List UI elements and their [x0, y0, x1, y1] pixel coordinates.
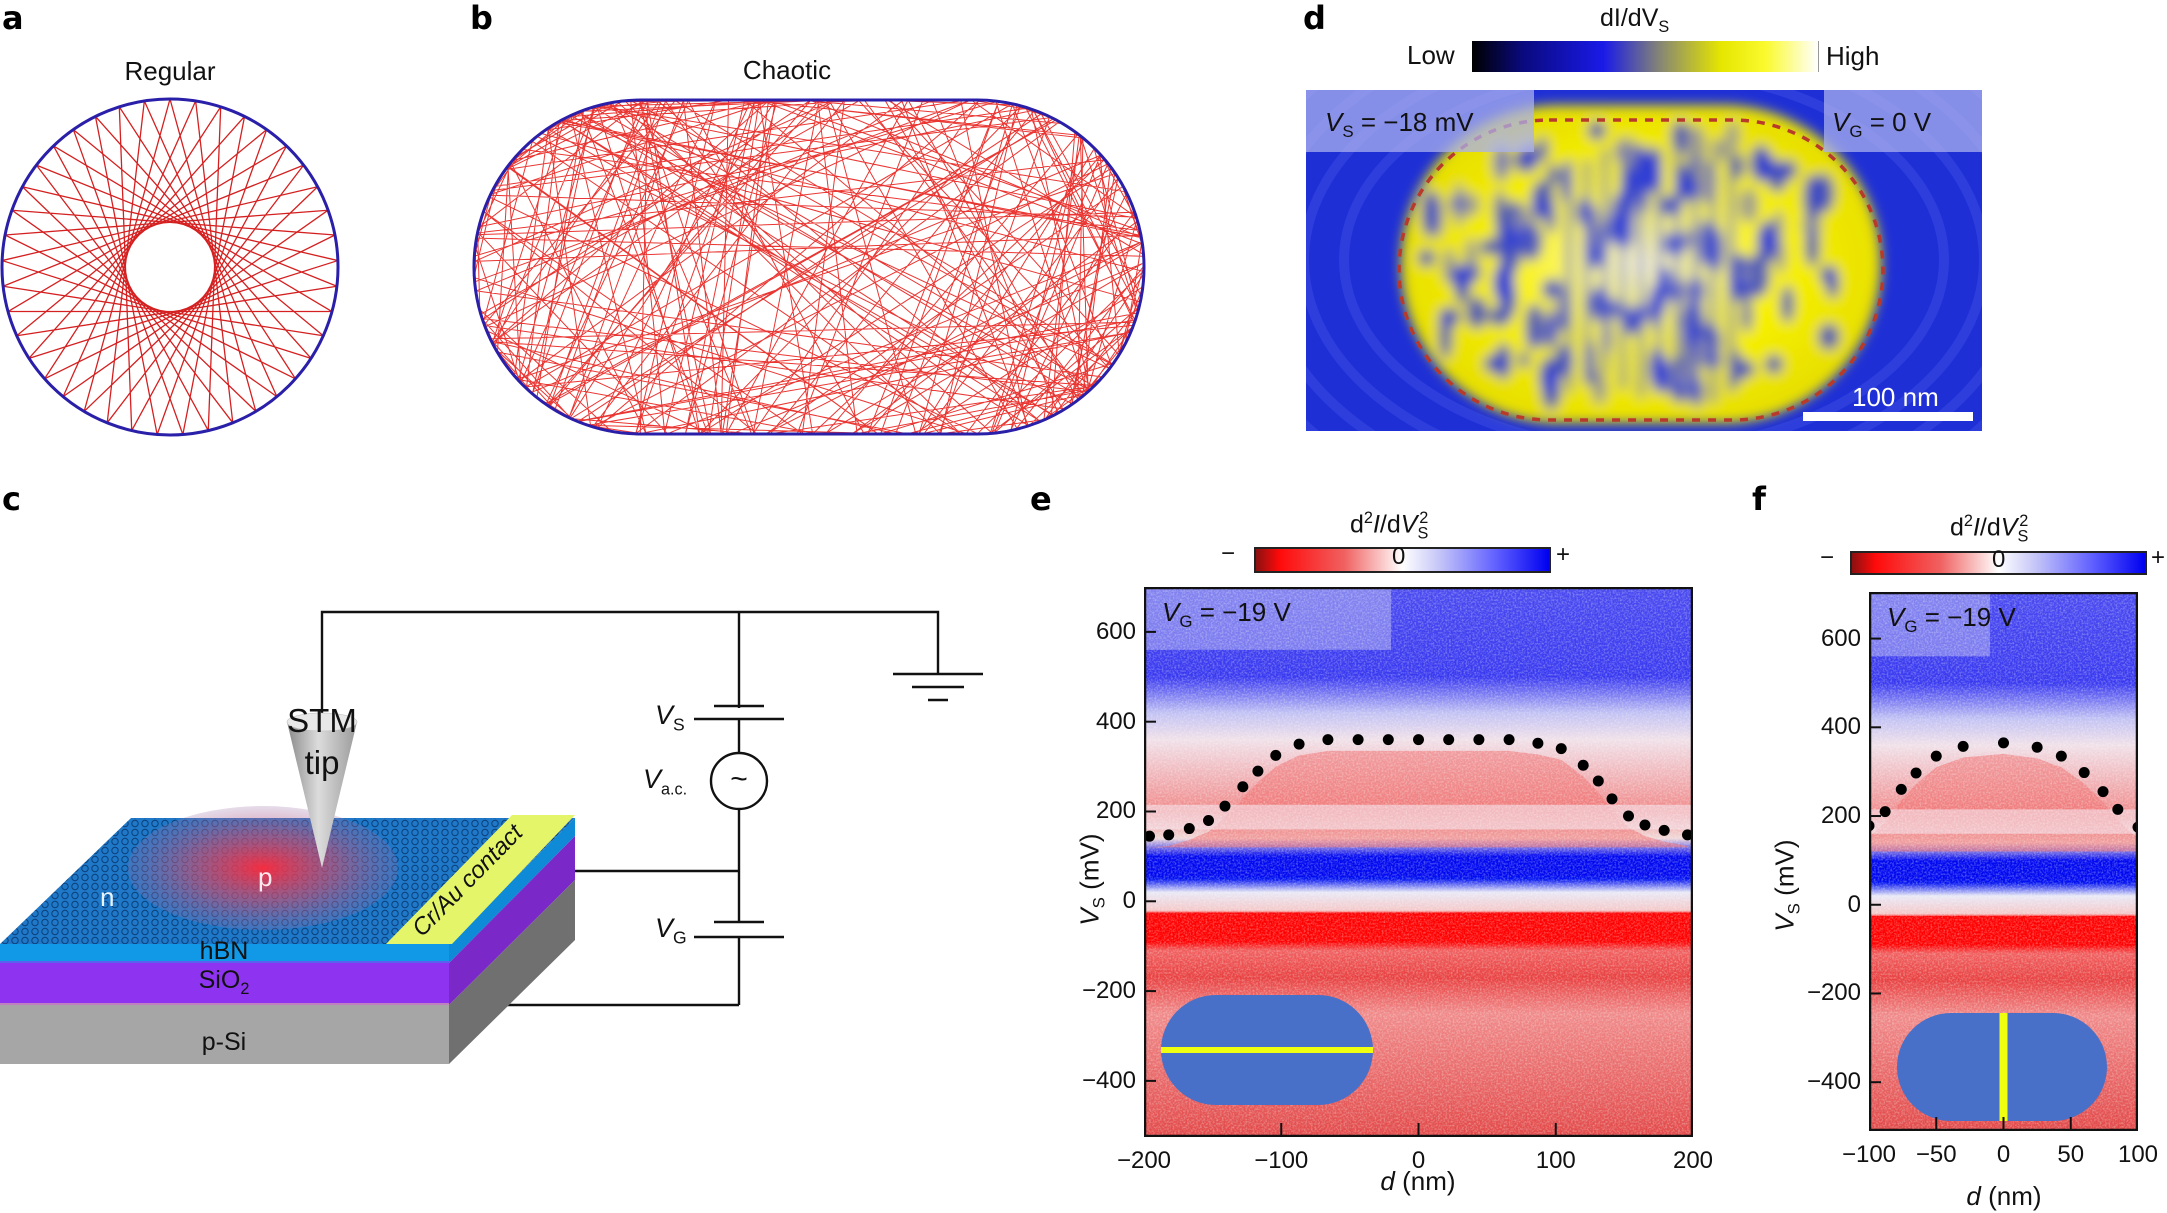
f-colorbar [1850, 551, 2147, 575]
f-ytick: 600 [1820, 624, 1861, 652]
e-ytick: −200 [1081, 977, 1136, 1005]
e-ylabel: VS (mV) [1074, 833, 1109, 926]
ac-source-icon: ~ [730, 762, 748, 796]
e-colorbar-plus: + [1556, 541, 1571, 568]
d-colorbar-high: High [1826, 41, 1880, 71]
scalebar-label: 100 nm [1852, 382, 1939, 412]
stm-tip-label: STM tip [287, 702, 357, 781]
f-ytick: 200 [1820, 802, 1861, 830]
stm-tip [287, 722, 357, 868]
scalebar [1803, 412, 1973, 421]
f-ytick: −400 [1806, 1068, 1861, 1096]
vg-label: VG [655, 913, 687, 948]
e-xtick: 200 [1672, 1147, 1714, 1174]
e-heatmap [1144, 587, 1693, 1137]
panel-a-title: Regular [124, 56, 216, 86]
d-colorbar [1472, 41, 1819, 72]
stm-device-schematic [0, 610, 983, 1064]
f-colorbar-plus: + [2151, 544, 2166, 571]
f-ylabel: VS (mV) [1769, 839, 1804, 932]
e-xtick: −100 [1254, 1147, 1309, 1174]
sio2-label: SiO2 [198, 966, 250, 998]
chaotic-stadium-billiard [472, 98, 1146, 436]
panel-c-label: c [2, 480, 21, 518]
panel-b-title: Chaotic [742, 55, 832, 85]
f-vg-annotation: VG = −19 V [1887, 602, 2016, 637]
e-colorbar-zero: 0 [1392, 543, 1406, 570]
vac-label: Va.c. [643, 764, 688, 799]
e-vg-annotation: VG = −19 V [1162, 597, 1291, 632]
e-colorbar-minus: − [1221, 540, 1236, 567]
hbn-label: hBN [199, 937, 249, 965]
didv-map [1306, 90, 1982, 431]
d-vg-annotation: VG = 0 V [1832, 107, 1932, 142]
f-colorbar-title: d2I/dVS2 [1950, 512, 2029, 546]
psi-label: p-Si [201, 1028, 247, 1056]
cr-au-contact [386, 815, 575, 944]
e-xtick: −200 [1116, 1147, 1172, 1174]
f-colorbar-zero: 0 [1992, 546, 2006, 573]
d-vs-annotation: VS = −18 mV [1325, 107, 1474, 142]
sio2-layer [0, 963, 449, 1005]
e-xtick: 100 [1535, 1147, 1576, 1174]
p-region-label: p [258, 862, 273, 892]
f-ytick: 400 [1820, 713, 1861, 741]
e-ytick: 600 [1095, 617, 1136, 645]
psi-layer [0, 1005, 449, 1064]
e-ytick: −400 [1081, 1066, 1136, 1094]
f-ytick: −200 [1806, 979, 1861, 1007]
f-colorbar-minus: − [1820, 544, 1835, 571]
f-xtick: 0 [1996, 1141, 2011, 1168]
f-heatmap [1869, 592, 2138, 1131]
e-ytick: 0 [1122, 887, 1136, 915]
f-ytick: 0 [1847, 890, 1861, 918]
e-ytick: 400 [1095, 707, 1136, 735]
panel-f-label: f [1752, 480, 1766, 518]
n-region-label: n [100, 882, 115, 912]
f-xtick: 50 [2057, 1141, 2085, 1168]
e-xlabel: d (nm) [1380, 1166, 1456, 1196]
hbn-layer [0, 944, 449, 963]
f-xtick: −50 [1915, 1141, 1957, 1168]
e-colorbar [1254, 547, 1551, 573]
panel-a-label: a [2, 0, 24, 37]
d-colorbar-low: Low [1407, 40, 1455, 70]
f-xtick: 100 [2117, 1141, 2159, 1168]
f-xtick: −100 [1841, 1141, 1897, 1168]
regular-circle-billiard [0, 97, 340, 437]
panel-e-label: e [1030, 480, 1052, 518]
e-xtick: 0 [1411, 1147, 1426, 1174]
e-colorbar-title: d2I/dVS2 [1350, 509, 1429, 543]
d-colorbar-title: dI/dVS [1600, 4, 1670, 36]
e-ytick: 200 [1095, 797, 1136, 825]
vs-label: VS [655, 700, 685, 735]
f-xlabel: d (nm) [1966, 1181, 2042, 1211]
panel-d-label: d [1303, 0, 1326, 37]
panel-b-label: b [470, 0, 493, 37]
